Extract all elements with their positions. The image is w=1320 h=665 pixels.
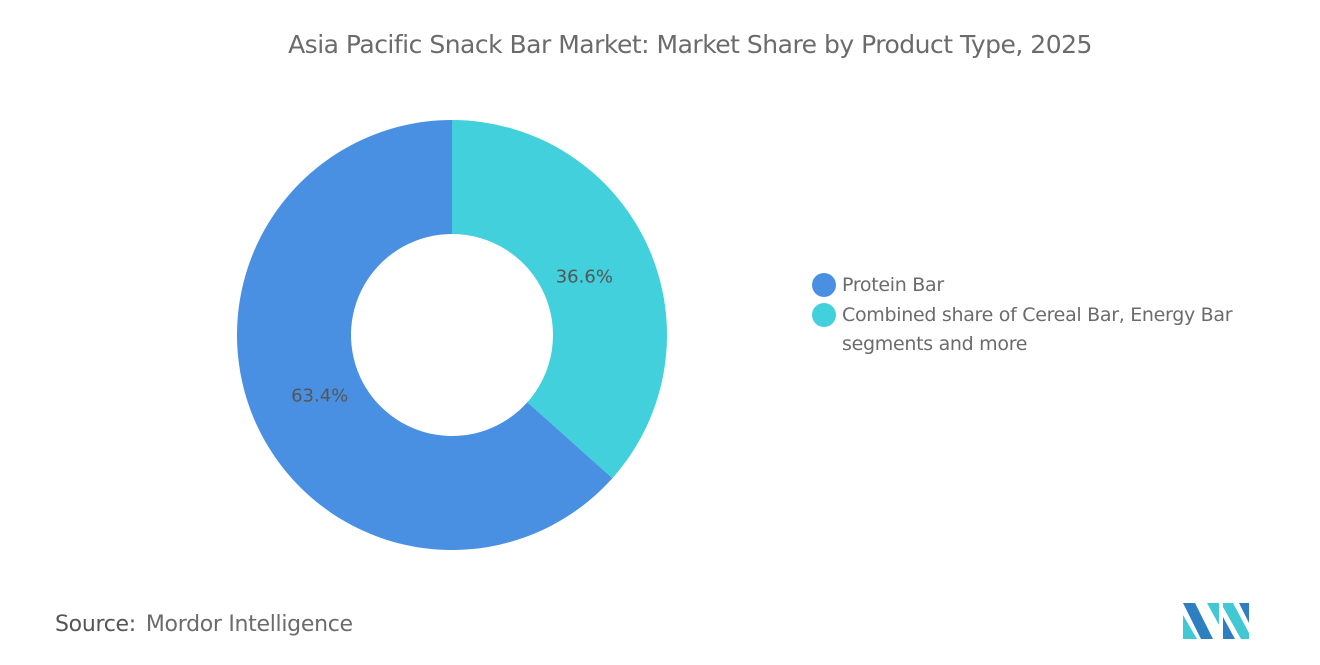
donut-slice-0[interactable] — [236, 120, 613, 550]
data-label-1: 36.6% — [556, 267, 613, 288]
legend-label: Combined share of Cereal Bar, Energy Bar… — [842, 304, 1233, 355]
donut-slice-1[interactable] — [452, 120, 667, 479]
source-label: Source: — [55, 612, 136, 637]
legend-label: Protein Bar — [842, 274, 944, 296]
legend-swatch — [812, 303, 836, 327]
legend-swatch — [812, 273, 836, 297]
data-label-0: 63.4% — [291, 385, 348, 406]
mordor-intelligence-logo — [1183, 603, 1249, 639]
legend-item-protein-bar[interactable]: Protein Bar — [812, 271, 1282, 300]
source-note: Source: Mordor Intelligence — [55, 612, 353, 637]
chart-title: Asia Pacific Snack Bar Market: Market Sh… — [288, 30, 1092, 59]
legend: Protein Bar Combined share of Cereal Bar… — [812, 271, 1282, 360]
source-value: Mordor Intelligence — [145, 612, 353, 637]
legend-item-combined-share[interactable]: Combined share of Cereal Bar, Energy Bar… — [812, 301, 1282, 359]
